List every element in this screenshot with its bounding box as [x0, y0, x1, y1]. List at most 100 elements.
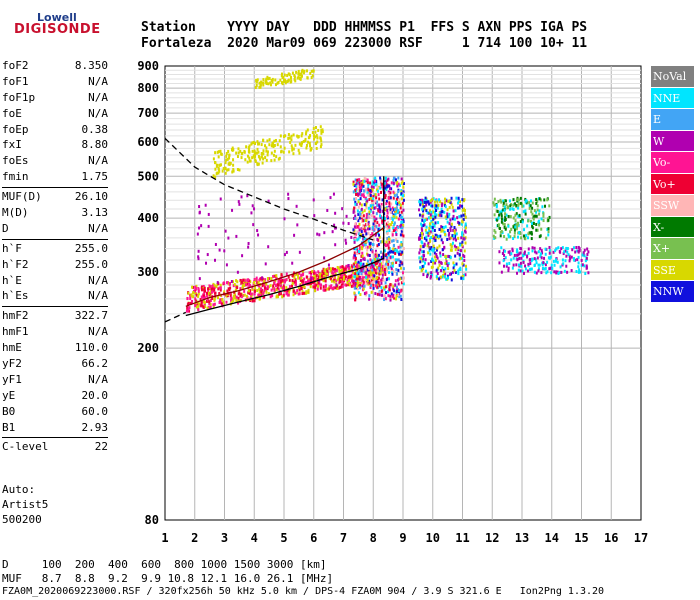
echo-point [291, 284, 294, 288]
echo-point [516, 235, 519, 239]
echo-point [513, 231, 516, 235]
echo-point [217, 150, 220, 154]
echo-point [507, 250, 510, 254]
echo-point [275, 155, 278, 159]
echo-point [447, 214, 450, 218]
echo-point [452, 237, 455, 241]
echo-point [235, 279, 238, 283]
echo-point [224, 167, 227, 171]
echo-points [185, 68, 590, 313]
echo-point [390, 261, 393, 265]
echo-point [508, 261, 511, 265]
echo-point [360, 254, 363, 258]
echo-point [322, 279, 325, 283]
echo-point [528, 206, 531, 210]
echo-point [355, 192, 358, 196]
echo-point [266, 153, 269, 157]
echo-point [425, 198, 428, 202]
echo-point [265, 149, 268, 153]
echo-point [500, 229, 503, 233]
echo-point [387, 271, 390, 275]
echo-point [353, 251, 356, 255]
echo-point [497, 216, 500, 220]
echo-point [206, 306, 209, 310]
echo-point [208, 300, 211, 304]
echo-point [535, 222, 538, 226]
echo-point [365, 188, 368, 192]
echo-point [530, 267, 533, 271]
echo-point [205, 291, 208, 295]
echo-point [288, 278, 291, 282]
echo-point [448, 212, 451, 216]
echo-point [359, 233, 362, 237]
echo-point [399, 266, 402, 270]
echo-point [347, 264, 350, 268]
param-value: 1.75 [81, 170, 109, 184]
echo-point [378, 235, 381, 239]
echo-point [509, 235, 512, 239]
echo-point [569, 257, 572, 261]
echo-point [366, 180, 369, 184]
echo-point [376, 292, 379, 296]
echo-point [200, 300, 203, 304]
echo-point [500, 270, 503, 274]
echo-point [528, 201, 531, 205]
echo-point [458, 253, 461, 257]
echo-point [392, 250, 395, 254]
echo-point [237, 299, 240, 303]
echo-point [272, 284, 275, 288]
echo-point [457, 236, 460, 240]
echo-point [385, 278, 388, 282]
echo-point [386, 256, 389, 260]
echo-point [402, 267, 405, 271]
echo-point [361, 284, 364, 288]
echo-point [357, 281, 360, 285]
echo-point [329, 286, 332, 290]
echo-point [303, 291, 306, 295]
echo-point [440, 214, 443, 218]
param-value: N/A [88, 325, 108, 339]
echo-point [366, 279, 369, 283]
echo-point [426, 275, 429, 279]
echo-point [444, 261, 447, 265]
echo-point [448, 231, 451, 235]
echo-point [451, 217, 454, 221]
y-tick-label: 300 [137, 265, 159, 279]
echo-point [390, 266, 393, 270]
echo-point [576, 258, 579, 262]
echo-point [380, 205, 383, 209]
echo-point [395, 272, 398, 276]
echo-point [212, 304, 215, 308]
param-value: N/A [88, 74, 108, 88]
echo-point [459, 267, 462, 271]
echo-point [437, 203, 440, 207]
echo-point [249, 299, 252, 303]
echo-point [288, 290, 291, 294]
echo-point [200, 288, 203, 292]
echo-point [375, 196, 378, 200]
echo-point [443, 270, 446, 274]
echo-point [375, 180, 378, 184]
echo-point [513, 253, 516, 257]
echo-point [282, 150, 285, 154]
echo-point [394, 209, 397, 213]
echo-point [420, 232, 423, 236]
echo-point [365, 232, 368, 236]
echo-point [462, 273, 465, 277]
echo-point [371, 274, 374, 278]
echo-point [376, 285, 379, 289]
echo-point [402, 223, 405, 227]
echo-point [551, 267, 554, 271]
echo-point [585, 266, 588, 270]
y-tick-label: 700 [137, 106, 159, 120]
echo-point [450, 222, 453, 226]
echo-point [453, 244, 456, 248]
echo-point [360, 268, 363, 272]
echo-point [428, 237, 431, 241]
echo-point [448, 222, 451, 226]
echo-point [292, 133, 295, 137]
echo-point [399, 294, 402, 298]
echo-point [359, 265, 362, 269]
echo-point [391, 272, 394, 276]
echo-point [313, 277, 316, 281]
